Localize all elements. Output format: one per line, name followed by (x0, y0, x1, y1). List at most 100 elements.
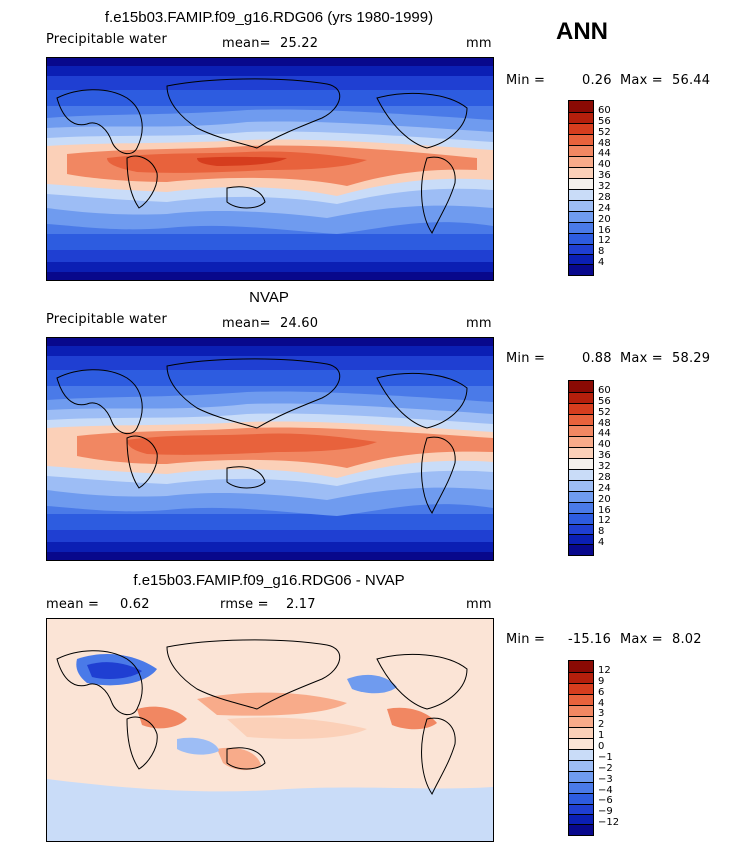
panel-3-min-label: Min = (506, 632, 546, 647)
p3-seg-2 (569, 672, 593, 683)
panel-2-title: NVAP (249, 289, 289, 306)
panel-1-max-value: 56.44 (672, 73, 711, 88)
panel-2-colorbar (568, 380, 594, 556)
p2-seg-3 (569, 403, 593, 414)
p2-seg-14 (569, 524, 593, 534)
panel-3-colorbar-tick: 12 (598, 664, 611, 676)
p1-seg-10 (569, 200, 593, 211)
p2-seg-5 (569, 425, 593, 436)
panel-3-colorbar-tick: −3 (598, 773, 613, 785)
panel-3-colorbar-tick: −9 (598, 806, 613, 818)
p1-seg-6 (569, 156, 593, 167)
p1-seg-1 (569, 101, 593, 112)
panel-1-min-label: Min = (506, 73, 546, 88)
panel-2-colorbar-tick: 28 (598, 471, 611, 483)
panel-1-units: mm (466, 36, 492, 51)
panel-3-colorbar-tick: −4 (598, 784, 613, 796)
p3-seg-11 (569, 771, 593, 782)
panel-2-colorbar-tick: 12 (598, 515, 611, 527)
p1-seg-7 (569, 167, 593, 178)
p2-seg-11 (569, 491, 593, 502)
p1-seg-9 (569, 189, 593, 200)
p1-seg-2 (569, 112, 593, 123)
p3-seg-4 (569, 694, 593, 705)
panel-3-colorbar-tick: −6 (598, 795, 613, 807)
panel-3-mean-label: mean = (46, 597, 100, 612)
p1-seg-4 (569, 134, 593, 145)
panel-2-colorbar-tick: 40 (598, 439, 611, 451)
panel-1-colorbar-tick: 36 (598, 170, 611, 182)
panel-3-map-svg (47, 619, 493, 841)
panel-3-colorbar-tick: −2 (598, 762, 613, 774)
panel-3-colorbar-tick: −1 (598, 751, 613, 763)
panel-3-rmse-label: rmse = (220, 597, 269, 612)
panel-1-min-value: 0.26 (582, 73, 612, 88)
panel-1-colorbar-tick: 28 (598, 191, 611, 203)
panel-1-colorbar-tick: 32 (598, 181, 611, 192)
p2-seg-7 (569, 447, 593, 458)
panel-3-units: mm (466, 597, 492, 612)
p2-seg-9 (569, 469, 593, 480)
panel-1-map (46, 57, 494, 281)
p2-seg-12 (569, 502, 593, 513)
p2-seg-1 (569, 381, 593, 392)
panel-3-colorbar-tick: 9 (598, 675, 605, 687)
panel-1-colorbar-tick: 4 (598, 257, 605, 269)
p1-seg-15 (569, 254, 593, 264)
panel-1-colorbar-tick: 48 (598, 137, 611, 149)
panel-2-max-value: 58.29 (672, 351, 711, 366)
panel-2-colorbar-tick: 16 (598, 504, 611, 516)
panel-2-colorbar-tick: 44 (598, 428, 611, 440)
p1-seg-5 (569, 145, 593, 156)
panel-3-title: f.e15b03.FAMIP.f09_g16.RDG06 - NVAP (133, 572, 405, 589)
panel-2-colorbar-tick: 60 (598, 384, 611, 396)
panel-1-colorbar-tick: 16 (598, 224, 611, 236)
p1-seg-13 (569, 233, 593, 244)
panel-3-colorbar-tick: −12 (598, 817, 620, 829)
panel-2-map-svg (47, 338, 493, 560)
p2-seg-4 (569, 414, 593, 425)
p2-seg-10 (569, 480, 593, 491)
p3-seg-9 (569, 749, 593, 760)
panel-1-mean-label: mean= (222, 36, 271, 51)
panel-1-colorbar-tick: 56 (598, 115, 611, 127)
panel-3-colorbar-tick: 0 (598, 741, 605, 752)
panel-1-max-label: Max = (620, 73, 663, 88)
panel-1-colorbar-tick: 20 (598, 213, 611, 225)
panel-3-max-label: Max = (620, 632, 663, 647)
panel-2-colorbar-tick: 24 (598, 482, 611, 494)
panel-3-max-value: 8.02 (672, 632, 702, 647)
panel-1-colorbar-tick: 40 (598, 159, 611, 171)
panel-1-title: f.e15b03.FAMIP.f09_g16.RDG06 (yrs 1980-1… (104, 9, 434, 26)
panel-2-colorbar-tick: 4 (598, 537, 605, 549)
p3-seg-14 (569, 804, 593, 814)
p3-seg-10 (569, 760, 593, 771)
panel-2-colorbar-tick: 52 (598, 406, 611, 418)
p3-seg-7 (569, 727, 593, 738)
p1-seg-11 (569, 211, 593, 222)
panel-2-min-value: 0.88 (582, 351, 612, 366)
panel-2-colorbar-tick: 48 (598, 417, 611, 429)
p1-seg-12 (569, 222, 593, 233)
p2-seg-8 (569, 458, 593, 469)
p3-seg-1 (569, 661, 593, 672)
panel-2-min-label: Min = (506, 351, 546, 366)
p2-seg-13 (569, 513, 593, 524)
season-label: ANN (556, 18, 608, 45)
panel-2-max-label: Max = (620, 351, 663, 366)
panel-1-colorbar-tick: 60 (598, 104, 611, 116)
panel-2-variable-label: Precipitable water (46, 312, 167, 327)
panel-2-colorbar-tick: 56 (598, 395, 611, 407)
p3-seg-6 (569, 716, 593, 727)
panel-2-mean-value: 24.60 (280, 316, 319, 331)
panel-2-colorbar-tick: 20 (598, 493, 611, 505)
p3-seg-13 (569, 793, 593, 804)
panel-3-colorbar-tick: 2 (598, 719, 605, 731)
p2-seg-2 (569, 392, 593, 403)
panel-3-colorbar-tick: 1 (598, 730, 605, 742)
p1-seg-14 (569, 244, 593, 254)
panel-3-colorbar (568, 660, 594, 836)
panel-1-colorbar-tick: 52 (598, 126, 611, 138)
panel-3-mean-value: 0.62 (120, 597, 150, 612)
p2-seg-6 (569, 436, 593, 447)
